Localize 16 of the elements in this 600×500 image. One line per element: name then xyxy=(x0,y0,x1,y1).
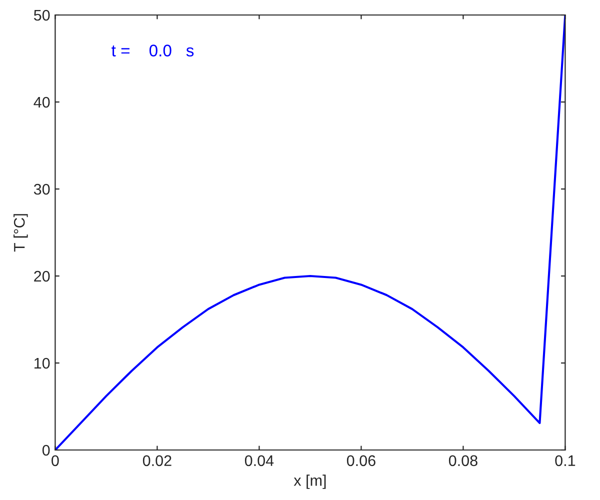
y-tick-label: 50 xyxy=(34,10,50,21)
annotation: t = 0.0 s xyxy=(112,44,194,56)
x-tick-label: 0.08 xyxy=(448,455,478,466)
y-tick-label: 30 xyxy=(34,184,50,195)
y-tick-label: 0 xyxy=(42,444,50,456)
line-series xyxy=(55,15,566,450)
x-axis-title: x [m] xyxy=(294,474,326,489)
x-tick-label: 0.04 xyxy=(244,455,274,466)
x-tick-label: 0.1 xyxy=(555,455,576,466)
y-tick-label: 40 xyxy=(34,96,50,108)
y-tick-label: 10 xyxy=(34,358,50,369)
x-tick-label: 0.02 xyxy=(142,455,172,466)
x-tick-label: 0 xyxy=(52,455,59,466)
x-tick-label: 0.06 xyxy=(346,455,376,466)
y-tick-label: 20 xyxy=(34,270,50,282)
y-axis-title: T [°C] xyxy=(14,214,28,252)
